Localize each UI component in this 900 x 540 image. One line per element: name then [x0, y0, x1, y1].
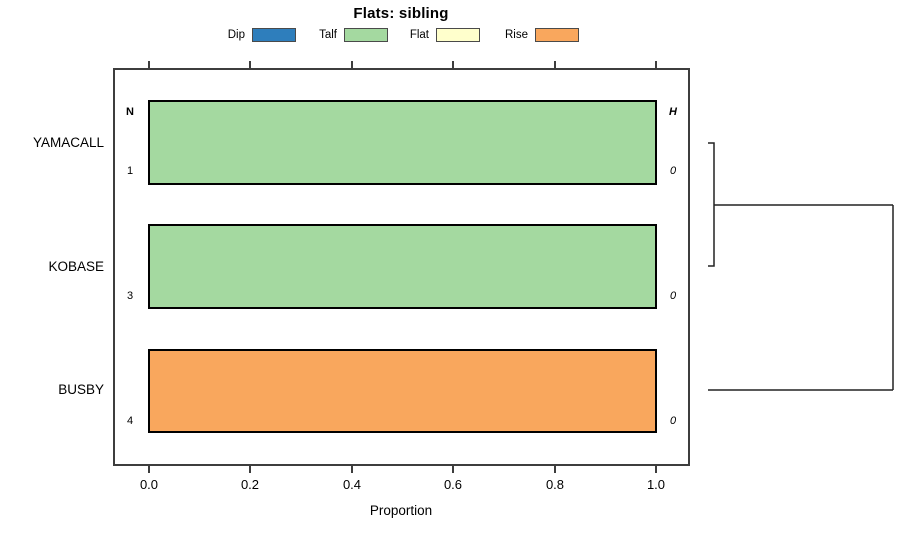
h-value-busby: 0 — [669, 415, 677, 427]
x-tick-label: 0.8 — [545, 477, 565, 492]
legend-swatch-talf — [344, 27, 388, 42]
bar-yamacall — [148, 100, 657, 185]
column-header-n: N — [126, 106, 134, 118]
axis-tick-bottom — [249, 466, 251, 473]
legend-item-rise: Rise — [488, 27, 579, 42]
axis-tick-top — [554, 61, 556, 68]
x-tick-label: 0.4 — [342, 477, 362, 492]
axis-tick-bottom — [554, 466, 556, 473]
legend-item-talf: Talf — [297, 27, 388, 42]
chart-title: Flats: sibling — [353, 5, 449, 22]
legend-swatch-dip — [252, 27, 296, 42]
axis-tick-bottom — [148, 466, 150, 473]
legend-swatch-flat — [436, 27, 480, 42]
x-tick-label: 0.2 — [240, 477, 260, 492]
legend-label-rise: Rise — [504, 28, 528, 41]
legend-label-flat: Flat — [409, 28, 429, 41]
x-tick-label: 0.0 — [139, 477, 159, 492]
axis-tick-bottom — [351, 466, 353, 473]
legend-label-dip: Dip — [227, 28, 245, 41]
legend-item-dip: Dip — [205, 27, 296, 42]
bar-kobase — [148, 224, 657, 309]
axis-tick-top — [249, 61, 251, 68]
n-value-kobase: 3 — [126, 290, 134, 302]
plot-frame — [113, 68, 690, 466]
axis-tick-top — [148, 61, 150, 68]
row-label-busby: BUSBY — [58, 382, 104, 397]
n-value-yamacall: 1 — [126, 165, 134, 177]
n-value-busby: 4 — [126, 415, 134, 427]
h-value-kobase: 0 — [669, 290, 677, 302]
axis-tick-bottom — [655, 466, 657, 473]
axis-tick-top — [655, 61, 657, 68]
legend-swatch-rise — [535, 27, 579, 42]
bar-busby — [148, 349, 657, 433]
row-label-kobase: KOBASE — [48, 259, 104, 274]
legend-label-talf: Talf — [319, 28, 337, 41]
axis-tick-top — [452, 61, 454, 68]
h-value-yamacall: 0 — [669, 165, 677, 177]
row-label-yamacall: YAMACALL — [32, 135, 104, 150]
x-axis-title: Proportion — [369, 503, 433, 518]
column-header-h: H — [669, 106, 677, 118]
x-tick-label: 1.0 — [646, 477, 666, 492]
dendrogram-cluster1-bracket — [708, 142, 715, 267]
axis-tick-top — [351, 61, 353, 68]
x-tick-label: 0.6 — [443, 477, 463, 492]
legend-item-flat: Flat — [389, 27, 480, 42]
axis-tick-bottom — [452, 466, 454, 473]
